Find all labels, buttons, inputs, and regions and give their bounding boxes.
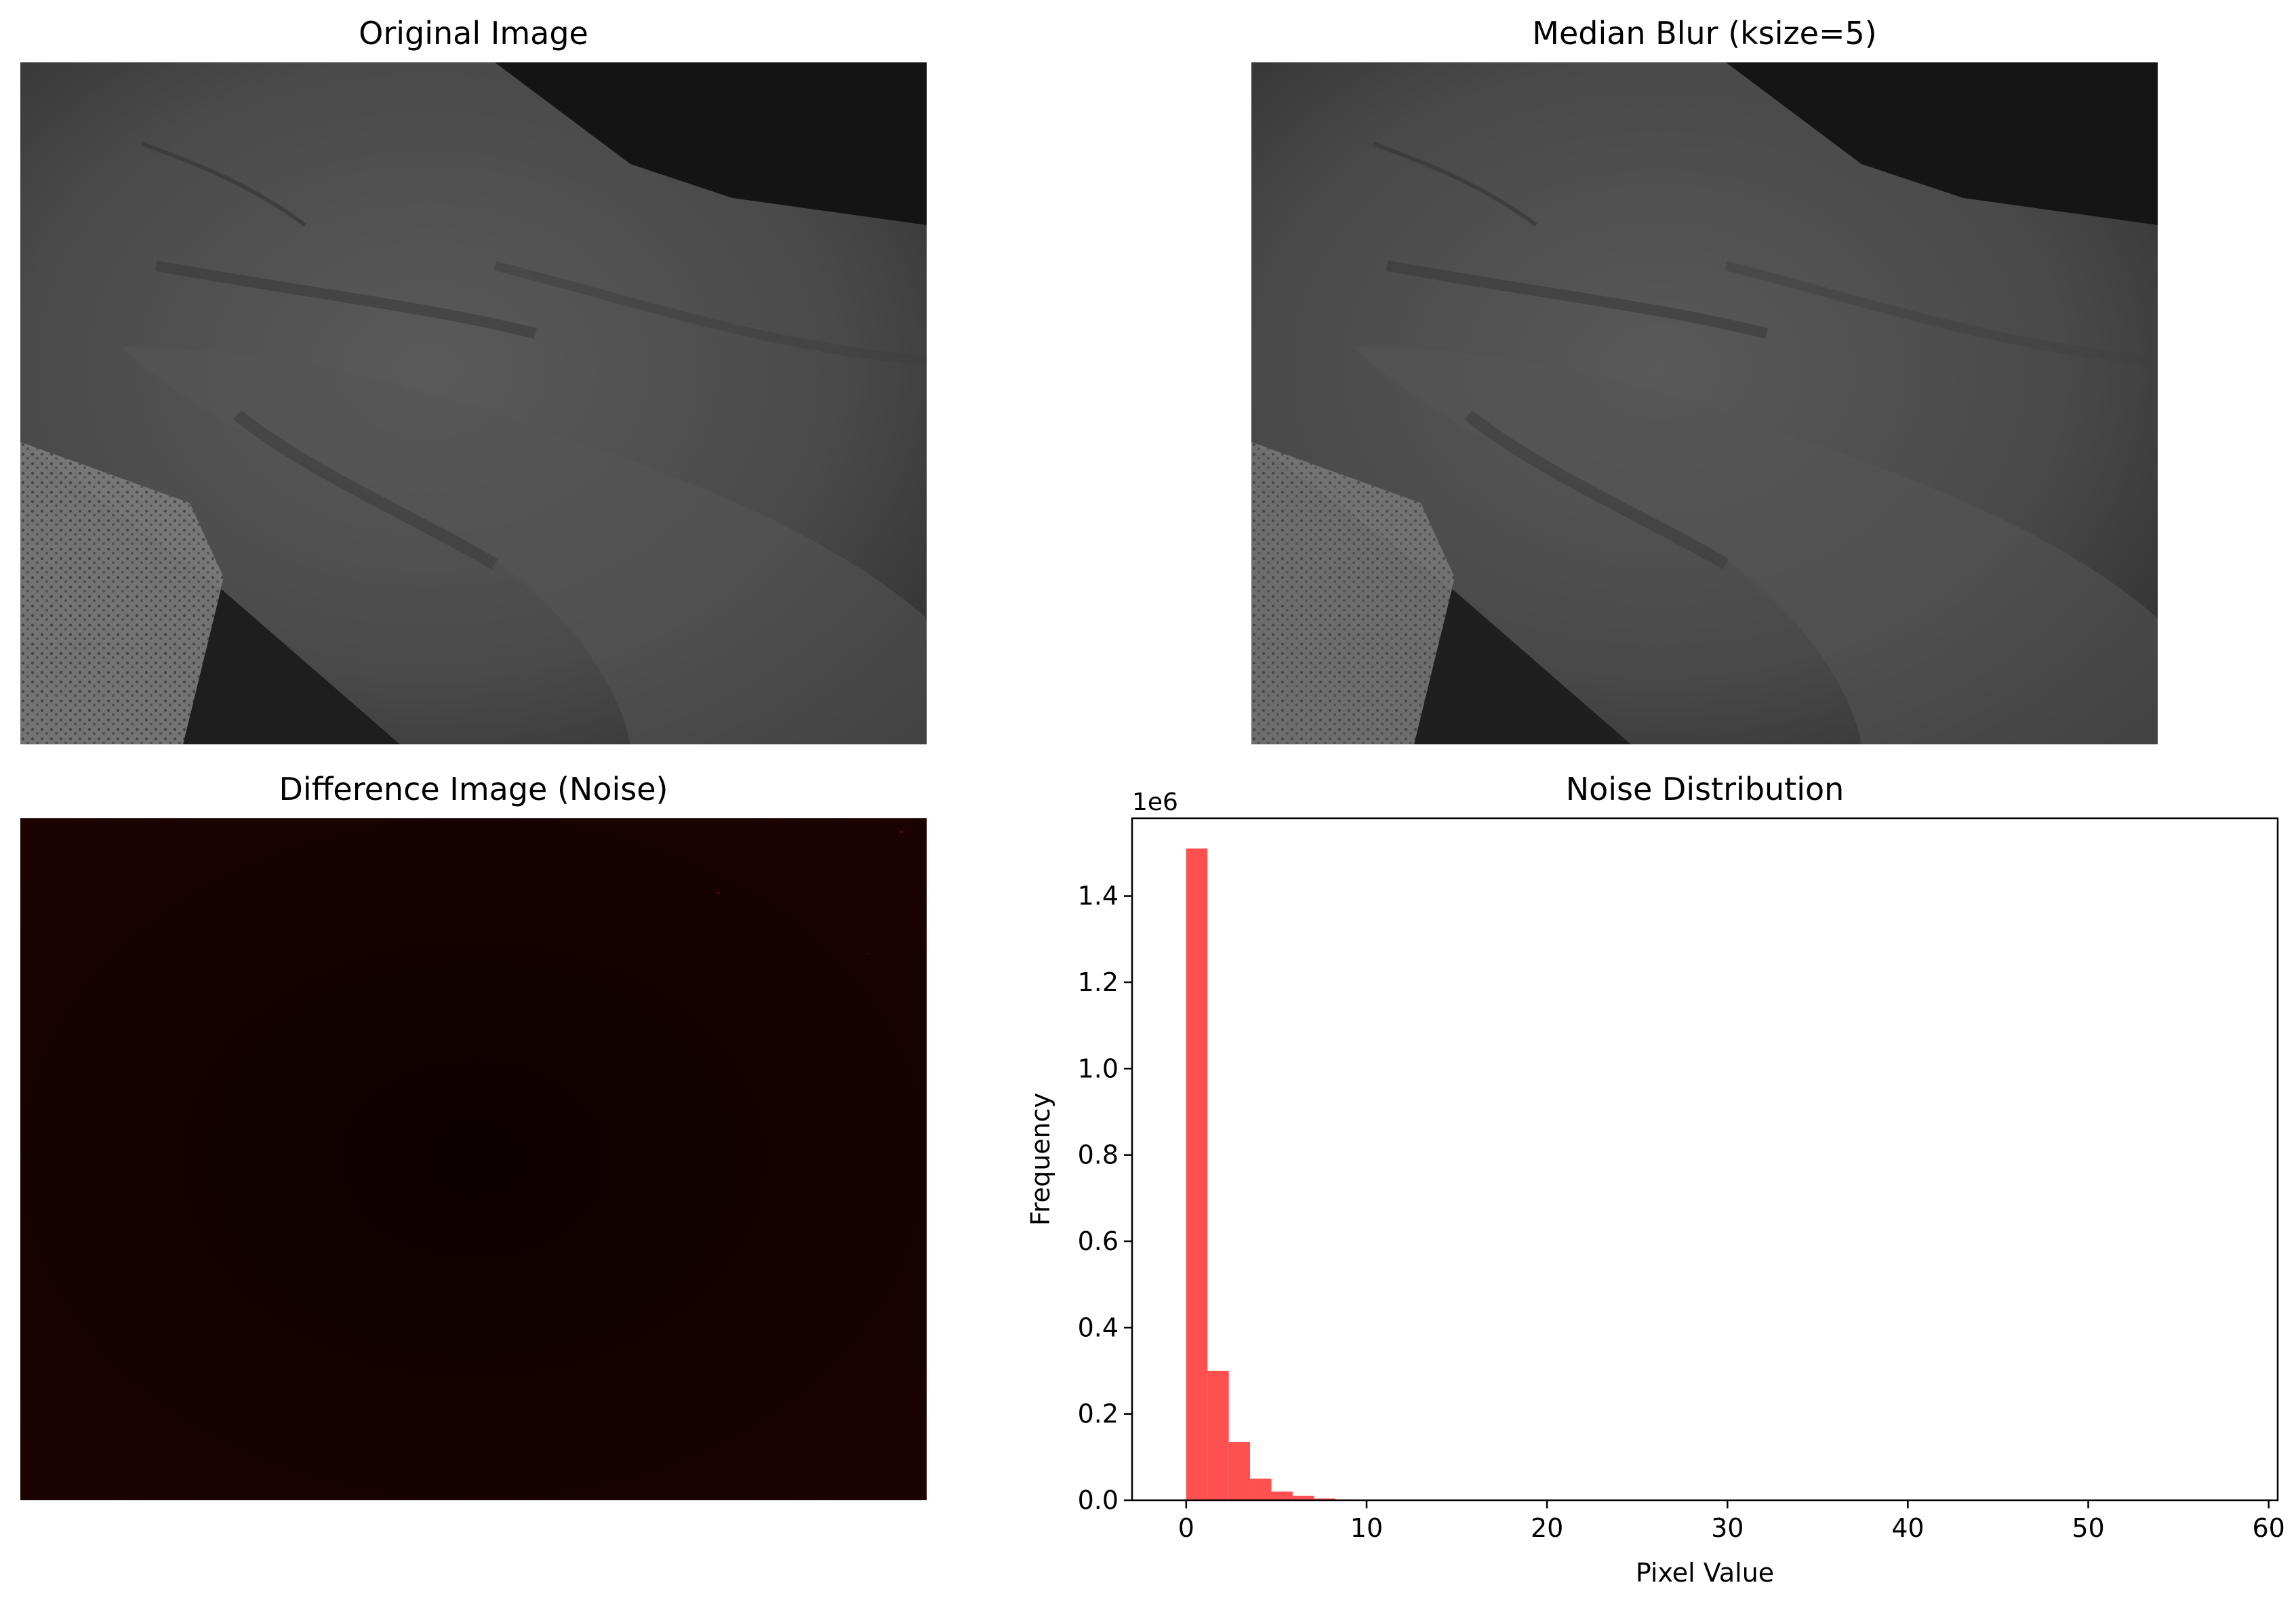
- x-tick-label: 20: [1531, 1513, 1563, 1543]
- x-tick-label: 40: [1891, 1513, 1924, 1543]
- y-tick-label: 0.0: [1078, 1485, 1119, 1515]
- median-blur-title: Median Blur (ksize=5): [1532, 15, 1877, 52]
- x-tick-label: 0: [1178, 1513, 1194, 1543]
- x-axis-label: Pixel Value: [1636, 1558, 1774, 1588]
- y-tick-label: 1.0: [1078, 1053, 1119, 1083]
- y-tick-label: 0.6: [1078, 1226, 1119, 1256]
- x-tick-label: 10: [1350, 1513, 1383, 1543]
- difference-image-title: Difference Image (Noise): [279, 771, 668, 807]
- y-tick-label: 0.8: [1078, 1140, 1119, 1170]
- histogram-bar: [1207, 1370, 1229, 1500]
- y-tick-label: 0.2: [1078, 1399, 1119, 1429]
- y-tick-label: 0.4: [1078, 1312, 1119, 1342]
- y-tick-label: 1.4: [1078, 881, 1119, 911]
- noise-distribution-title: Noise Distribution: [1565, 771, 1845, 807]
- histogram-bar: [1228, 1442, 1251, 1500]
- original-image-title: Original Image: [359, 15, 588, 52]
- histogram-bar: [1271, 1491, 1293, 1500]
- x-tick-label: 30: [1711, 1513, 1744, 1543]
- histogram-bar: [1314, 1498, 1335, 1500]
- difference-image: [20, 818, 927, 1500]
- plot-frame: [1131, 817, 2279, 1502]
- y-axis-label: Frequency: [1026, 1093, 1055, 1226]
- median-blur-image: [1251, 62, 2158, 744]
- original-image: [20, 62, 927, 744]
- histogram-bar: [1292, 1495, 1314, 1500]
- histogram-bar: [1186, 848, 1208, 1500]
- x-tick-label: 60: [2253, 1513, 2285, 1543]
- y-tick-label: 1.2: [1078, 967, 1119, 997]
- histogram-bar: [1250, 1479, 1272, 1500]
- y-multiplier-label: 1e6: [1132, 788, 1178, 816]
- x-tick-label: 50: [2072, 1513, 2104, 1543]
